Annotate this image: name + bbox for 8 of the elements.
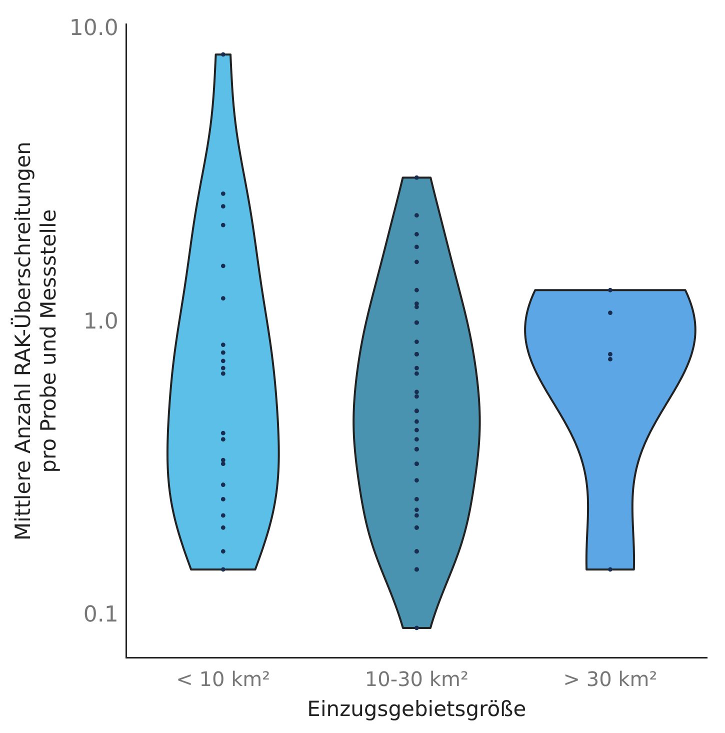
y-tick-label: 0.1 [83,602,118,628]
y-tick-label: 10.0 [69,16,118,41]
x-tick-label: < 10 km² [176,667,270,692]
y-tick-label: 1.0 [83,309,118,334]
x-tick-label: > 30 km² [563,667,658,692]
x-tick-label: 10-30 km² [364,667,468,692]
x-axis-title: Einzugsgebietsgröße [307,696,526,721]
y-axis-title: Mittlere Anzahl RAK-Überschreitungen pro Probe und Messstelle [10,142,60,540]
